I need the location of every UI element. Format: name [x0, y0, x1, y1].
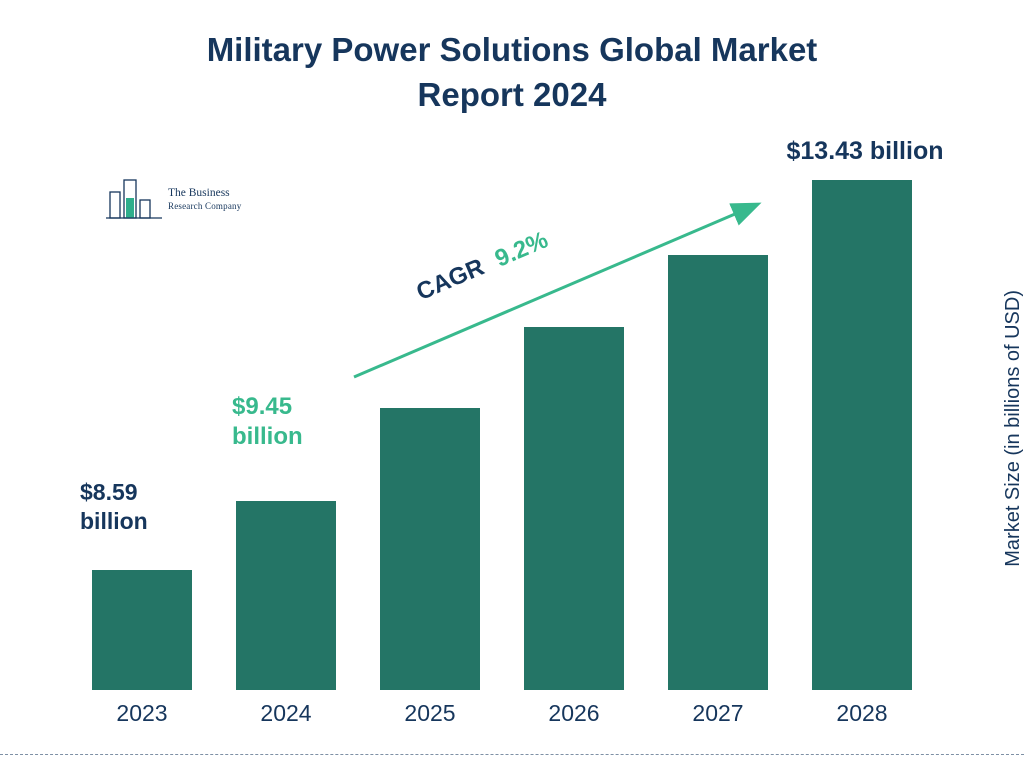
bar-slot-2025 [370, 408, 490, 690]
bar-slot-2028 [802, 180, 922, 690]
x-label-2025: 2025 [370, 692, 490, 727]
bar-slot-2024 [226, 501, 346, 690]
x-label-2027: 2027 [658, 692, 778, 727]
bar-2024 [236, 501, 336, 690]
bar-slot-2027 [658, 255, 778, 690]
callout-2028: $13.43 billion [760, 136, 970, 167]
callout-2023-value: $8.59 [80, 479, 138, 505]
title-line-2: Report 2024 [418, 76, 607, 113]
x-label-2026: 2026 [514, 692, 634, 727]
callout-2024-unit: billion [232, 423, 303, 450]
callout-2023-unit: billion [80, 508, 148, 534]
bar-2028 [812, 180, 912, 690]
x-label-2024: 2024 [226, 692, 346, 727]
x-axis: 2023 2024 2025 2026 2027 2028 [82, 692, 922, 727]
bar-2027 [668, 255, 768, 690]
bar-2023 [92, 570, 192, 690]
callout-2024-value: $9.45 [232, 393, 292, 420]
callout-2023: $8.59 billion [80, 478, 200, 536]
bar-2026 [524, 327, 624, 690]
x-label-2023: 2023 [82, 692, 202, 727]
chart-title: Military Power Solutions Global Market R… [0, 28, 1024, 117]
bar-2025 [380, 408, 480, 690]
callout-2024: $9.45 billion [232, 392, 352, 452]
x-label-2028: 2028 [802, 692, 922, 727]
bar-slot-2026 [514, 327, 634, 690]
footer-divider [0, 754, 1024, 755]
title-line-1: Military Power Solutions Global Market [207, 31, 818, 68]
chart-container: Military Power Solutions Global Market R… [0, 0, 1024, 768]
bar-slot-2023 [82, 570, 202, 690]
y-axis-label: Market Size (in billions of USD) [1002, 290, 1024, 567]
